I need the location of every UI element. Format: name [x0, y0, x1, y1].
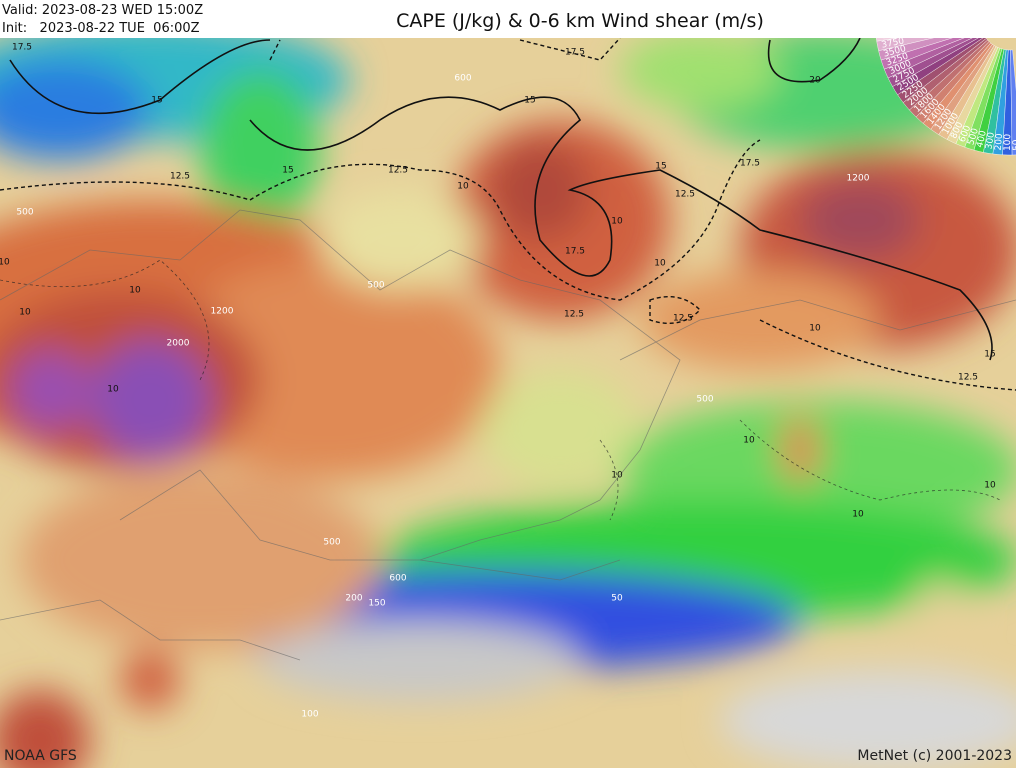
contour-label: 10 [611, 471, 623, 481]
header-bar [0, 0, 1016, 38]
contour-label: 10 [457, 182, 469, 192]
contour-label: 15 [151, 96, 162, 106]
contour-label: 10 [107, 385, 119, 395]
map-field: 17.5 15 12.5 500 10 10 10 1200 2000 10 15 12.5 10 500… [0, 38, 1016, 768]
contour-label: 1200 [847, 174, 870, 184]
contour-label: 500 [323, 538, 340, 548]
legend-swatch [1010, 49, 1016, 156]
legend-label: 200 [994, 133, 1006, 151]
legend-label: 100 [1003, 133, 1013, 151]
contour-label: 15 [282, 166, 293, 176]
contour-label: 12.5 [564, 310, 584, 320]
init-time: Init: 2023-08-22 TUE 06:00Z [2, 21, 200, 36]
contour-label: 10 [611, 217, 623, 227]
contour-label: 10 [984, 481, 996, 491]
contour-label: 10 [852, 510, 864, 520]
contour-label: 17.5 [740, 159, 760, 169]
model-name: NOAA GFS [4, 748, 77, 764]
contour-label: 20 [809, 76, 821, 86]
contour-label: 10 [19, 308, 31, 318]
contour-label: 500 [696, 395, 713, 405]
contour-label: 10 [809, 324, 821, 334]
contour-label: 10 [743, 436, 755, 446]
contour-label: 15 [655, 162, 666, 172]
shear-contours-dashed [0, 38, 1016, 391]
contour-label: 15 [984, 350, 995, 360]
contour-label: 10 [129, 286, 141, 296]
valid-time: Valid: 2023-08-23 WED 15:00Z [2, 3, 203, 18]
credit: MetNet (c) 2001-2023 [857, 748, 1012, 764]
legend-label: 50 [1012, 139, 1016, 151]
contour-label: 17.5 [565, 247, 585, 257]
shear-contours [9, 38, 993, 361]
contour-label: 150 [368, 599, 385, 609]
contour-label: 2000 [167, 339, 190, 349]
contour-label: 10 [0, 258, 10, 268]
contour-label: 12.5 [958, 373, 978, 383]
contour-label: 600 [454, 74, 471, 84]
contour-label: 500 [367, 281, 384, 291]
contour-label: 12.5 [388, 166, 408, 176]
contour-label: 17.5 [12, 43, 32, 53]
map-title: CAPE (J/kg) & 0-6 km Wind shear (m/s) [396, 10, 764, 32]
contour-label: 500 [16, 208, 33, 218]
contour-label: 1200 [211, 307, 234, 317]
contour-label: 200 [345, 594, 362, 604]
cape-contours-thin [0, 259, 1001, 521]
contour-label: 17.5 [565, 48, 585, 58]
contour-label: 15 [524, 96, 535, 106]
contour-label: 10 [654, 259, 666, 269]
legend: 4000375035003250300027502500225020001800… [876, 38, 1016, 156]
contour-label: 50 [611, 594, 623, 604]
contour-label: 100 [301, 710, 318, 720]
contour-label: 12.5 [673, 314, 693, 324]
contour-label: 12.5 [675, 190, 695, 200]
contour-label: 600 [389, 574, 406, 584]
contour-label: 12.5 [170, 172, 190, 182]
borders [0, 209, 1016, 661]
